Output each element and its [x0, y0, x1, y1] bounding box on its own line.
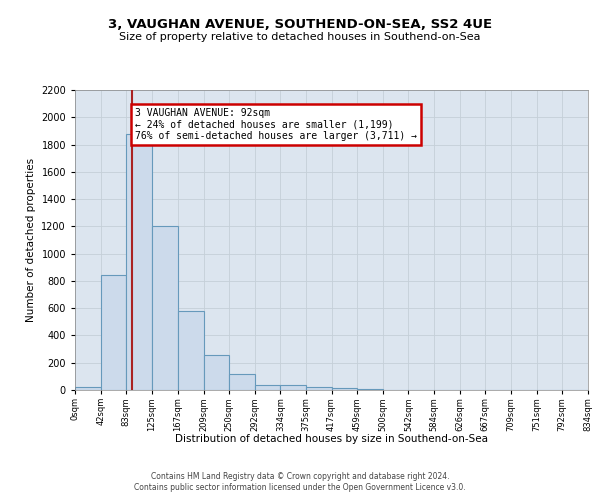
Bar — [358, 389, 383, 390]
Bar — [152, 226, 178, 390]
Bar — [203, 355, 229, 390]
Text: Size of property relative to detached houses in Southend-on-Sea: Size of property relative to detached ho… — [119, 32, 481, 42]
Bar — [305, 387, 331, 390]
Bar — [126, 134, 152, 390]
Text: Contains HM Land Registry data © Crown copyright and database right 2024.: Contains HM Land Registry data © Crown c… — [151, 472, 449, 481]
Bar — [280, 385, 305, 390]
Bar — [254, 384, 280, 390]
Text: 3 VAUGHAN AVENUE: 92sqm
← 24% of detached houses are smaller (1,199)
76% of semi: 3 VAUGHAN AVENUE: 92sqm ← 24% of detache… — [135, 108, 417, 141]
Text: 3, VAUGHAN AVENUE, SOUTHEND-ON-SEA, SS2 4UE: 3, VAUGHAN AVENUE, SOUTHEND-ON-SEA, SS2 … — [108, 18, 492, 30]
X-axis label: Distribution of detached houses by size in Southend-on-Sea: Distribution of detached houses by size … — [175, 434, 488, 444]
Text: Contains public sector information licensed under the Open Government Licence v3: Contains public sector information licen… — [134, 484, 466, 492]
Bar — [75, 386, 101, 390]
Bar — [229, 374, 254, 390]
Bar — [178, 311, 203, 390]
Y-axis label: Number of detached properties: Number of detached properties — [26, 158, 35, 322]
Bar — [331, 388, 358, 390]
Bar — [101, 276, 126, 390]
